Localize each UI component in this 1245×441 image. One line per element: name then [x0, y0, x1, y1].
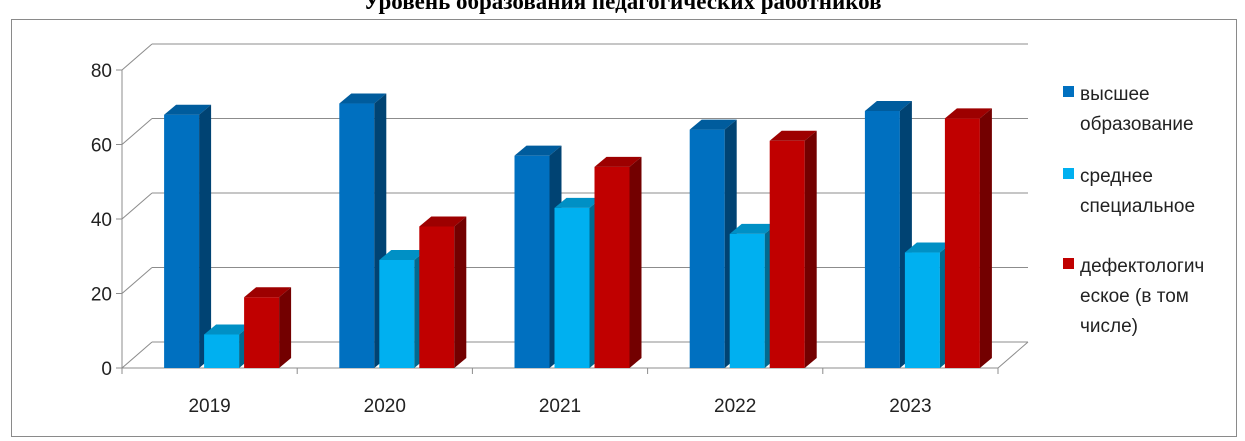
bar-front	[594, 166, 630, 368]
bar-top	[594, 156, 642, 167]
legend-swatch	[1063, 258, 1074, 269]
bar-front	[244, 297, 280, 368]
x-tick-label: 2023	[889, 396, 931, 417]
x-tick-label: 2022	[714, 396, 756, 417]
y-tick-label: 60	[91, 136, 112, 157]
bar-top	[514, 145, 562, 156]
bar-front	[689, 129, 725, 368]
x-tick-label: 2019	[188, 396, 230, 417]
legend-label: числе)	[1080, 316, 1138, 337]
legend-label: образование	[1080, 114, 1194, 135]
bar	[514, 145, 562, 368]
bar-side	[199, 104, 212, 368]
bar	[904, 242, 952, 368]
bar-front	[554, 207, 590, 368]
gridline-depth	[121, 267, 153, 294]
gridline-depth	[121, 43, 153, 71]
bar-front	[379, 259, 415, 368]
bar-front	[729, 233, 765, 368]
bar-top	[689, 119, 737, 130]
bar-front	[769, 140, 805, 368]
y-tick-label: 80	[91, 61, 112, 82]
bar	[594, 156, 642, 368]
x-tick-label: 2021	[539, 396, 581, 417]
bar	[554, 197, 602, 368]
legend: высшее образование среднее специальное дефек…	[1063, 84, 1204, 337]
bar-top	[419, 216, 467, 227]
bar-top	[944, 108, 992, 119]
bar	[244, 287, 292, 368]
label-layer: 0 20 40 60 80 2019 2020 2021 2022 2023	[91, 61, 932, 417]
bar-top	[244, 287, 292, 298]
bar-side	[804, 130, 817, 368]
legend-label: высшее	[1080, 84, 1150, 105]
bar	[164, 104, 212, 368]
bar-top	[769, 130, 817, 141]
legend-swatch	[1063, 86, 1074, 97]
legend-swatch	[1063, 168, 1074, 179]
bar	[944, 108, 992, 369]
bar	[689, 119, 737, 368]
gridline-depth	[121, 341, 153, 369]
bar-front	[164, 114, 200, 368]
bar	[379, 249, 427, 368]
bar-top	[339, 93, 387, 104]
bar-top	[204, 324, 252, 335]
y-tick-label: 40	[91, 210, 112, 231]
bar-front	[339, 103, 375, 369]
legend-label: дефектологич	[1080, 256, 1204, 277]
bar	[339, 93, 387, 369]
bar-front	[419, 226, 455, 368]
bar	[204, 324, 252, 368]
page-title: Уровень образования педагогических работ…	[363, 0, 882, 14]
floor-edge	[997, 341, 1029, 369]
bar-top	[164, 104, 212, 115]
bar-side	[279, 287, 292, 368]
bar-front	[864, 110, 900, 368]
y-tick-label: 0	[101, 359, 112, 380]
bar-top	[864, 100, 912, 111]
legend-label: специальное	[1080, 196, 1195, 217]
legend-label: среднее	[1080, 166, 1153, 187]
bar-front	[204, 334, 240, 368]
bar-side	[979, 108, 992, 369]
bar	[769, 130, 817, 368]
bar-top	[904, 242, 952, 253]
bar-side	[629, 156, 642, 368]
legend-label: еское (в том	[1080, 286, 1189, 307]
y-tick-label: 20	[91, 285, 112, 306]
bar-front	[904, 252, 940, 368]
bar-front	[514, 155, 550, 368]
bar-side	[454, 216, 467, 368]
gridline-depth	[121, 118, 153, 145]
bar	[729, 223, 777, 368]
x-tick-label: 2020	[364, 396, 406, 417]
gridline-depth	[121, 192, 153, 220]
bar	[419, 216, 467, 368]
bar-top	[379, 249, 427, 260]
bar	[864, 100, 912, 368]
bar-top	[729, 223, 777, 234]
bar-top	[554, 197, 602, 208]
bar-layer	[164, 93, 992, 369]
bar-front	[944, 118, 980, 368]
